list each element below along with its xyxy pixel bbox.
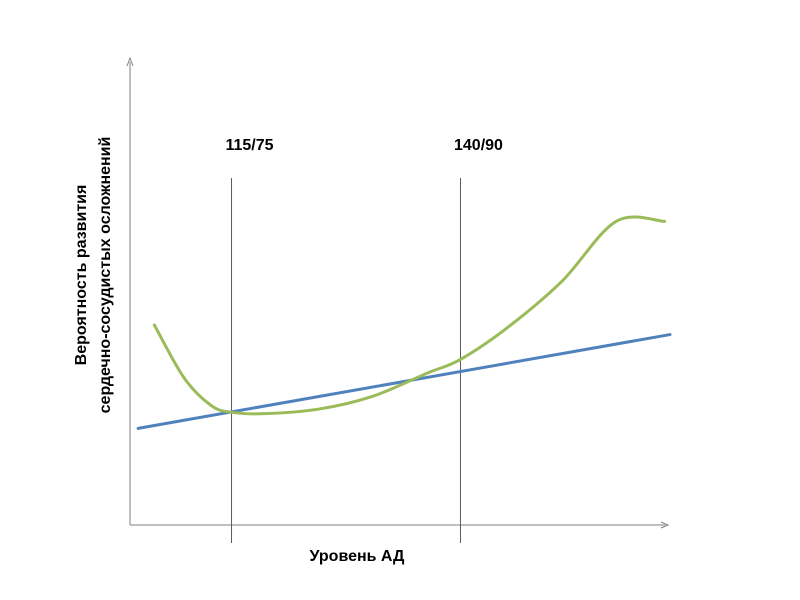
reference-label-1: 115/75: [225, 137, 273, 154]
x-axis-arrow: [660, 521, 670, 529]
y-axis-title: Вероятность развития сердечно-сосудистых…: [73, 137, 114, 414]
series: [136, 215, 672, 430]
y-axis-title-line-1: Вероятность развития: [73, 185, 90, 366]
series-line-2: [152, 215, 667, 416]
series-line-1: [136, 333, 672, 430]
x-axis-title: Уровень АД: [310, 548, 406, 565]
reference-lines: 115/75 140/90: [225, 137, 503, 543]
reference-label-2: 140/90: [454, 137, 503, 154]
y-axis-title-line-2: сердечно-сосудистых осложнений: [97, 137, 114, 414]
y-axis-arrow: [126, 56, 134, 67]
axes: [126, 56, 670, 529]
